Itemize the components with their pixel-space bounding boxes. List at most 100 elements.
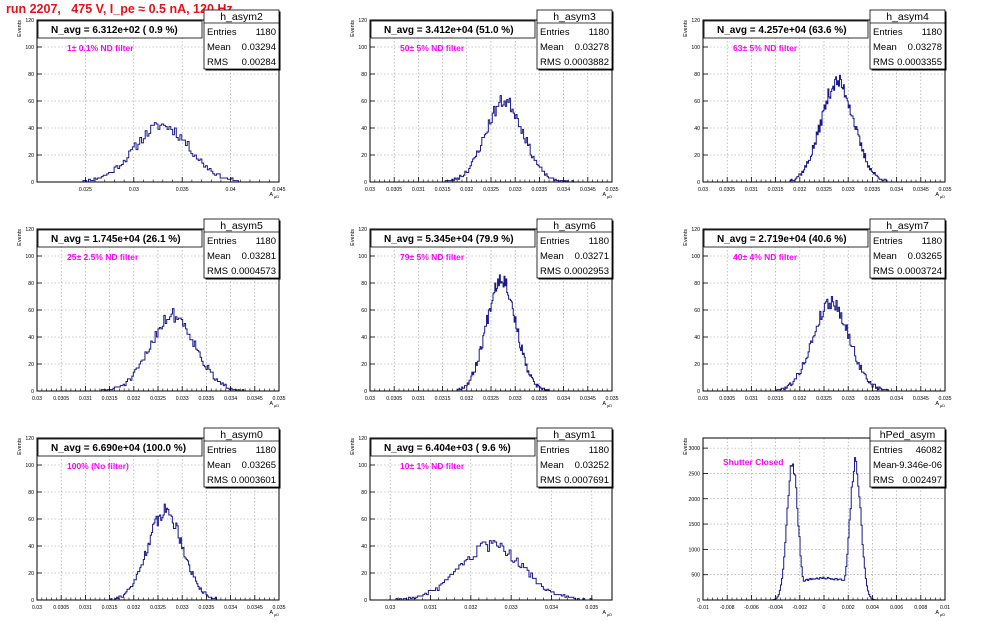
navg-text: N_avg = 5.345e+04 (79.9 %) (384, 234, 514, 245)
y-tick-label: 2000 (688, 497, 700, 503)
x-tick-label: 0.0335 (531, 396, 547, 402)
x-tick-label: 0.035 (585, 605, 598, 611)
x-tick-label: 0.034 (890, 187, 903, 193)
y-tick-label: 0 (31, 389, 34, 395)
x-tick-label: 0.01 (940, 605, 950, 611)
stats-box-frame (203, 427, 280, 488)
stats-value-rms: 0.002497 (902, 475, 942, 486)
y-tick-label: 1500 (688, 522, 700, 528)
x-axis-label: A (602, 401, 606, 407)
stats-hist-name: hPed_asym (880, 429, 936, 441)
x-tick-label: 0.0325 (816, 396, 832, 402)
x-tick-label: 0.0345 (913, 396, 929, 402)
x-tick-label: 0.031 (745, 396, 758, 402)
y-tick-label: 0 (364, 389, 367, 395)
y-axis-label: Events (17, 438, 23, 455)
y-tick-label: 60 (694, 308, 700, 314)
y-tick-label: 80 (361, 490, 367, 496)
stats-value-mean: 0.03281 (242, 251, 276, 262)
y-tick-label: 40 (361, 335, 367, 341)
y-tick-label: 40 (28, 126, 34, 132)
y-tick-label: 60 (28, 308, 34, 314)
y-tick-label: 100 (358, 463, 367, 469)
stats-hist-name: h_asym4 (886, 11, 929, 23)
navg-box: N_avg = 6.690e+04 (100.0 %) (37, 438, 203, 457)
stats-label-entries: Entries (207, 27, 237, 38)
y-tick-label: 1000 (688, 547, 700, 553)
x-axis-label: A (935, 401, 939, 407)
filter-annotation: 50± 5% ND filter (400, 43, 465, 53)
stats-label-mean: Mean (540, 460, 564, 471)
y-tick-label: 60 (28, 517, 34, 523)
stats-value-mean: 0.03278 (575, 42, 609, 53)
stats-label-mean: Mean (540, 251, 564, 262)
navg-box: N_avg = 5.345e+04 (79.9 %) (370, 229, 536, 248)
navg-box: N_avg = 1.745e+04 (26.1 %) (37, 229, 203, 248)
x-tick-label: 0.0305 (53, 396, 69, 402)
stats-label-rms: RMS (873, 475, 894, 486)
y-tick-label: 20 (28, 153, 34, 159)
stats-value-rms: 0.0003355 (897, 57, 942, 68)
x-tick-label: 0.032 (793, 187, 806, 193)
stats-box: h_asym7 Entries 1180 Mean 0.03265 RMS 0.000372… (869, 218, 947, 280)
x-tick-label: 0.0345 (580, 396, 596, 402)
x-tick-label: 0.034 (557, 187, 570, 193)
x-tick-label: 0.0305 (53, 605, 69, 611)
x-tick-label: 0.0315 (435, 187, 451, 193)
stats-label-entries: Entries (207, 236, 237, 247)
stats-value-entries: 1180 (922, 236, 942, 247)
x-tick-label: 0.034 (890, 396, 903, 402)
x-tick-label: 0.0315 (435, 396, 451, 402)
navg-text: N_avg = 3.412e+04 (51.0 %) (384, 25, 514, 36)
stats-value-mean: 0.03265 (908, 251, 942, 262)
x-tick-label: 0.004 (866, 605, 879, 611)
x-tick-label: 0.0325 (483, 187, 499, 193)
x-tick-label: 0.008 (914, 605, 927, 611)
stats-box-frame (869, 427, 946, 488)
x-tick-label: 0.0345 (247, 396, 263, 402)
x-tick-label: 0.0345 (580, 187, 596, 193)
stats-hist-name: h_asym2 (220, 11, 263, 23)
x-tick-label: 0.033 (842, 396, 855, 402)
x-axis-label-sub: μD (274, 403, 279, 408)
stats-value-mean: 0.03294 (242, 42, 276, 53)
x-tick-label: 0.03 (365, 396, 375, 402)
x-tick-label: 0.032 (460, 396, 473, 402)
x-axis-label-sub: μD (274, 194, 279, 199)
y-tick-label: 100 (358, 254, 367, 260)
stats-box: h_asym5 Entries 1180 Mean 0.03281 RMS 0.000457… (203, 218, 281, 280)
y-axis-label: Events (350, 20, 356, 37)
x-tick-label: -0.01 (697, 605, 709, 611)
y-tick-label: 120 (358, 436, 367, 442)
stats-label-entries: Entries (540, 27, 570, 38)
y-tick-label: 60 (361, 308, 367, 314)
stats-label-mean: Mean (873, 251, 897, 262)
stats-value-mean: 0.03252 (575, 460, 609, 471)
histogram-bars (394, 540, 593, 601)
x-tick-label: 0.03 (32, 396, 42, 402)
stats-label-mean: Mean (540, 42, 564, 53)
y-tick-label: 500 (691, 573, 700, 579)
x-axis-label-sub: μD (940, 612, 945, 617)
histogram-panel-h_asym3: 0.03 0.0305 0.031 0.0315 0.032 0.0325 0.033 0.0… (350, 9, 619, 199)
x-axis-label-sub: μD (607, 612, 612, 617)
x-tick-label: 0.0325 (816, 187, 832, 193)
x-tick-label: 0.035 (273, 605, 286, 611)
histogram-bars (789, 74, 888, 182)
x-tick-label: 0.0335 (198, 396, 214, 402)
x-axis-label: A (269, 610, 273, 616)
y-tick-label: 20 (361, 571, 367, 577)
x-tick-label: 0.0335 (531, 187, 547, 193)
x-tick-label: 0.032 (460, 187, 473, 193)
y-tick-label: 0 (697, 389, 700, 395)
navg-box-frame (703, 229, 869, 248)
stats-box-frame (536, 9, 613, 70)
x-tick-label: 0.0305 (719, 396, 735, 402)
stats-box-frame (536, 427, 613, 488)
navg-box: N_avg = 6.312e+02 ( 0.9 %) (37, 20, 203, 39)
x-axis-label: A (269, 192, 273, 198)
x-tick-label: 0.03 (365, 187, 375, 193)
stats-value-rms: 0.0004573 (231, 266, 276, 277)
y-axis-label: Events (683, 229, 689, 246)
filter-annotation: 79± 5% ND filter (400, 252, 465, 262)
